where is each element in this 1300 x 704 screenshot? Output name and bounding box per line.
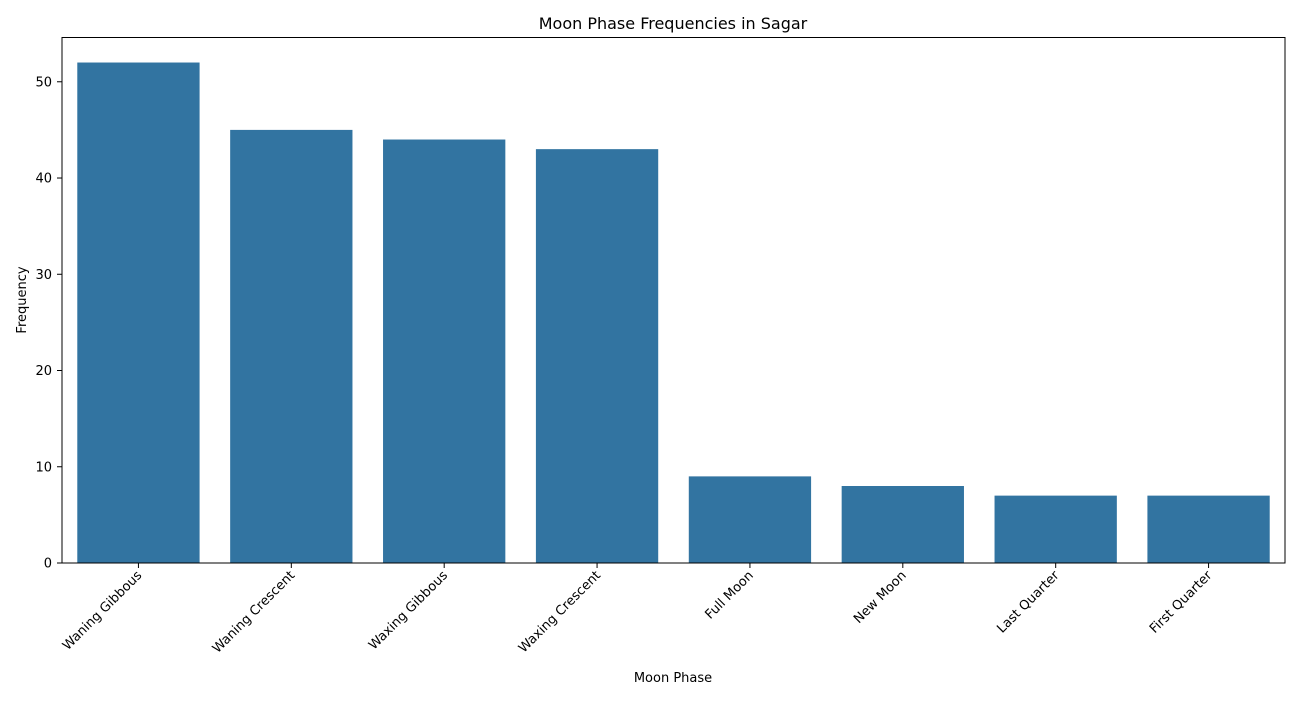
x-tick-label: Last Quarter — [994, 568, 1063, 637]
y-tick-label: 20 — [35, 364, 52, 379]
bar-new-moon — [841, 486, 964, 563]
bar-waning-gibbous — [77, 62, 200, 564]
x-tick-label: Waning Crescent — [210, 568, 298, 656]
bars — [77, 62, 1270, 564]
bar-waxing-crescent — [535, 149, 659, 563]
x-tick-label: First Quarter — [1147, 568, 1216, 637]
bar-last-quarter — [994, 495, 1117, 563]
bar-full-moon — [688, 476, 812, 563]
bar-first-quarter — [1147, 495, 1270, 563]
y-tick-label: 40 — [35, 172, 52, 187]
x-axis: Waning Gibbous Waning Crescent Waxing Gibb… — [60, 563, 1216, 657]
y-axis: 0 10 20 30 40 50 — [35, 75, 62, 572]
y-tick-label: 30 — [35, 268, 52, 283]
x-tick-label: Waxing Gibbous — [366, 568, 451, 653]
y-tick-label: 0 — [44, 557, 52, 572]
x-tick-label: Waning Gibbous — [60, 568, 145, 653]
x-tick-label: Waxing Crescent — [516, 568, 604, 656]
x-tick-label: New Moon — [851, 568, 910, 627]
x-tick-label: Full Moon — [703, 568, 757, 622]
x-axis-label: Moon Phase — [634, 671, 712, 686]
y-axis-label: Frequency — [15, 266, 30, 333]
y-tick-label: 10 — [35, 460, 52, 475]
plot-frame — [61, 37, 1286, 564]
chart-title: Moon Phase Frequencies in Sagar — [539, 14, 808, 33]
bar-waxing-gibbous — [383, 139, 506, 563]
y-tick-label: 50 — [35, 75, 52, 90]
bar-waning-crescent — [230, 129, 353, 563]
